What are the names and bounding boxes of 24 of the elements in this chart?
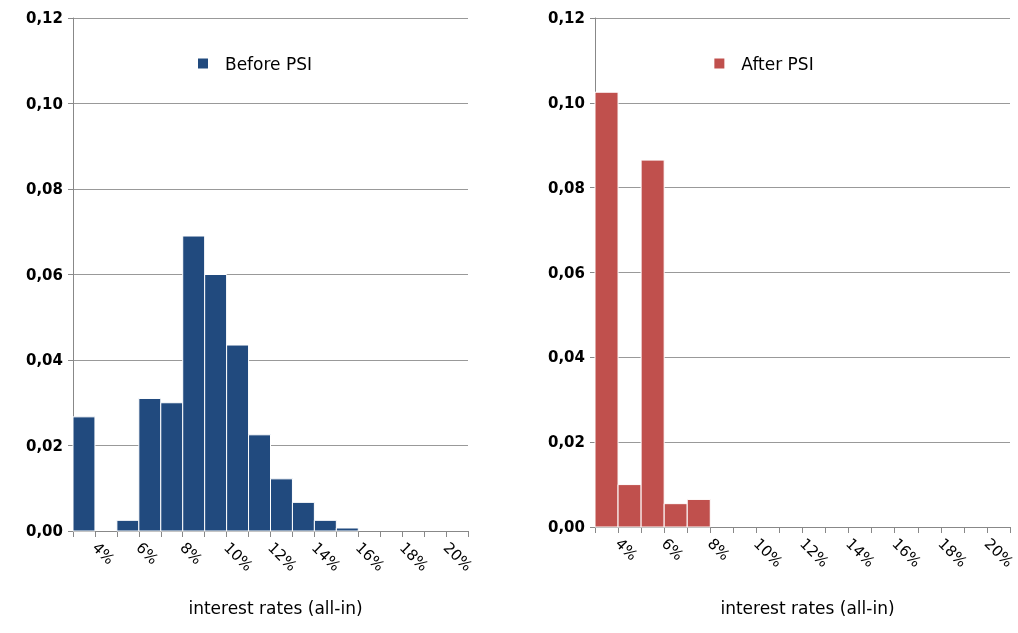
x-tick-label: 6% bbox=[132, 538, 163, 569]
legend-label: Before PSI bbox=[224, 53, 313, 74]
y-tick-label: 0,08 bbox=[25, 180, 63, 198]
y-tick-label: 0,06 bbox=[547, 263, 585, 282]
y-tick-label: 0,00 bbox=[547, 518, 585, 536]
y-tick-label: 0,04 bbox=[547, 348, 585, 367]
y-tick-label: 0,10 bbox=[547, 93, 585, 112]
y-tick-label: 0,12 bbox=[25, 9, 63, 27]
x-tick-label: 8% bbox=[176, 538, 206, 569]
x-tick-label: 8% bbox=[703, 534, 734, 565]
y-tick-label: 0,06 bbox=[25, 265, 63, 284]
y-tick-label: 0,08 bbox=[547, 178, 585, 197]
y-tick-label: 0,00 bbox=[25, 522, 63, 540]
y-tick-label: 0,04 bbox=[25, 351, 63, 369]
y-tick-label: 0,12 bbox=[547, 9, 585, 27]
legend-label: After PSI bbox=[741, 53, 814, 74]
x-axis-title: interest rates (all-in) bbox=[188, 597, 363, 618]
x-tick-label: 4% bbox=[611, 534, 642, 565]
y-tick-label: 0,02 bbox=[25, 436, 63, 455]
x-tick-label: 4% bbox=[88, 538, 119, 569]
y-tick-label: 0,10 bbox=[25, 94, 63, 113]
y-tick-label: 0,02 bbox=[547, 433, 585, 452]
x-tick-label: 6% bbox=[657, 534, 688, 565]
x-axis-title: interest rates (all-in) bbox=[720, 597, 895, 618]
